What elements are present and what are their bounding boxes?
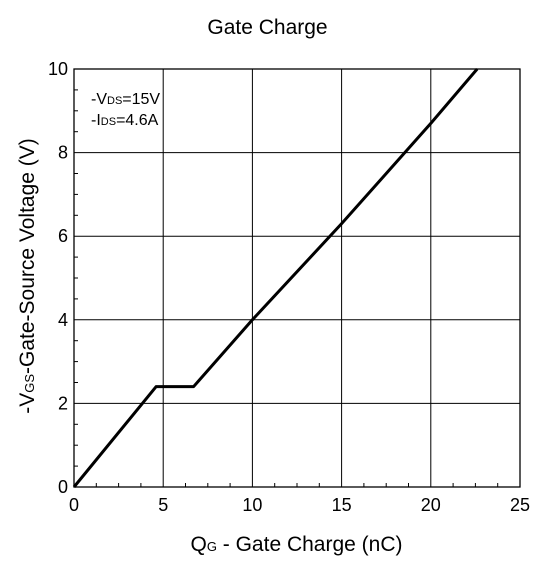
series-line	[72, 68, 479, 488]
ticks: 0 5 10 15 20 25 0 2 4 6 8 10	[48, 59, 530, 515]
x-tick-label: 5	[158, 495, 168, 515]
x-tick-label: 15	[332, 495, 352, 515]
y-tick-label: 4	[58, 310, 68, 330]
y-tick-label: 0	[58, 477, 68, 497]
x-axis-label: QG - Gate Charge (nC)	[190, 533, 403, 556]
x-tick-label: 25	[510, 495, 530, 515]
y-tick-label: 10	[48, 59, 68, 79]
x-tick-label: 10	[242, 495, 262, 515]
chart-title: Gate Charge	[207, 16, 328, 39]
plot-frame	[73, 68, 521, 488]
y-tick-label: 8	[58, 143, 68, 163]
annotation-ids: -IDS=4.6A	[91, 112, 159, 129]
grid	[74, 69, 520, 487]
x-tick-label: 0	[69, 495, 79, 515]
axes-frame	[73, 68, 521, 488]
series-layer	[72, 68, 479, 488]
x-tick-label: 20	[421, 495, 441, 515]
y-tick-label: 6	[58, 226, 68, 246]
annotation-vds: -VDS=15V	[91, 91, 161, 108]
y-tick-label: 2	[58, 393, 68, 413]
